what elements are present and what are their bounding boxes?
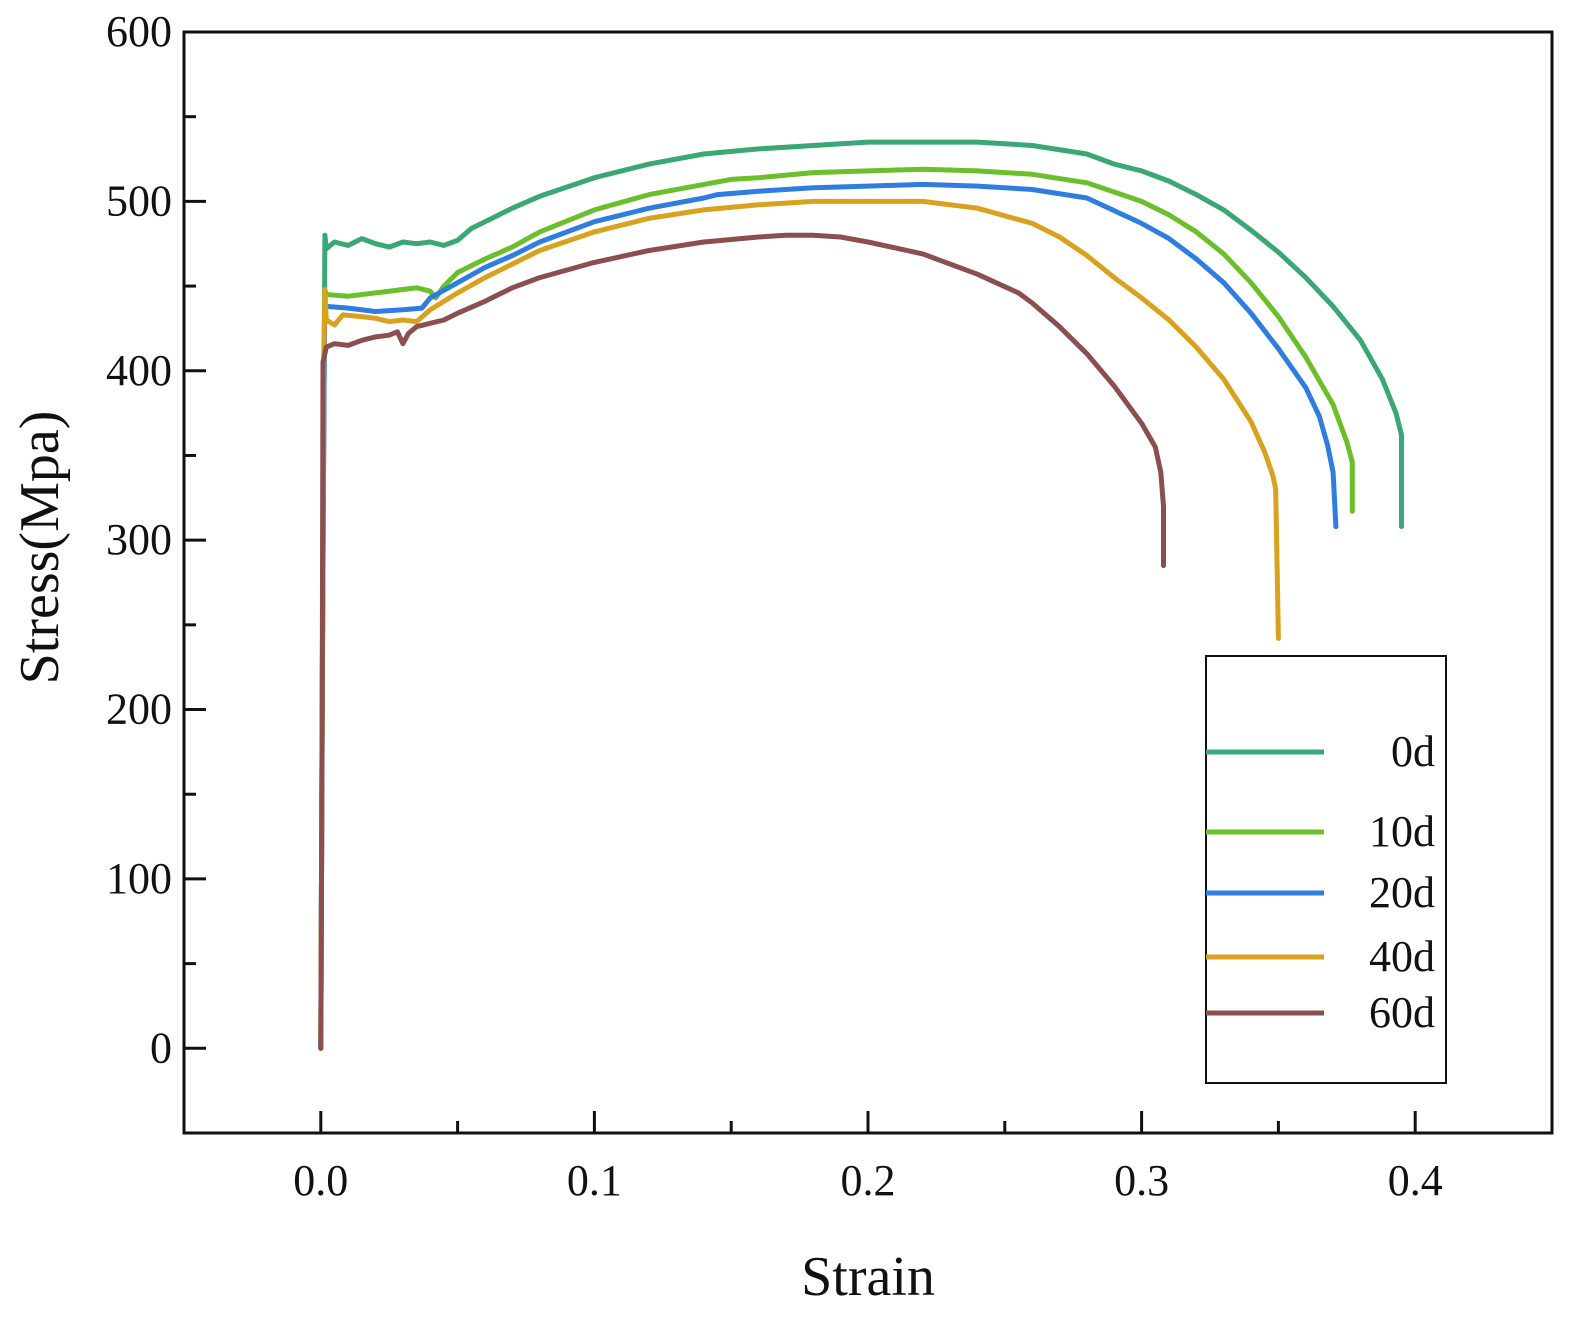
series-line-0d (318, 139, 1404, 1051)
series-line-10d (318, 166, 1355, 1051)
x-tick-label: 0.3 (1114, 1156, 1169, 1205)
x-tick-label: 0.4 (1388, 1156, 1443, 1205)
legend-label-0d: 0d (1391, 727, 1435, 776)
y-tick-labels: 0 100 200 300 400 500 600 (106, 7, 172, 1072)
y-axis-title: Stress(Mpa) (9, 411, 71, 685)
plot-frame (182, 30, 1554, 1135)
x-tick-labels: 0.0 0.1 0.2 0.3 0.4 (293, 1156, 1442, 1205)
series-lines (318, 139, 1404, 1051)
y-tick-label: 500 (106, 176, 172, 225)
series-line-20d (318, 181, 1339, 1051)
y-tick-label: 200 (106, 685, 172, 734)
y-tick-label: 0 (150, 1023, 172, 1072)
series-line-40d (318, 198, 1281, 1051)
y-tick-label: 400 (106, 346, 172, 395)
legend: 0d 10d 20d 40d 60d (1205, 655, 1447, 1084)
series-line-60d (318, 232, 1166, 1051)
legend-label-60d: 60d (1369, 988, 1435, 1037)
legend-label-40d: 40d (1369, 932, 1435, 981)
y-tick-label: 600 (106, 7, 172, 56)
x-tick-label: 0.1 (567, 1156, 622, 1205)
x-tick-label: 0.0 (293, 1156, 348, 1205)
y-tick-label: 300 (106, 515, 172, 564)
legend-label-10d: 10d (1369, 807, 1435, 856)
legend-label-20d: 20d (1369, 868, 1435, 917)
x-tick-label: 0.2 (841, 1156, 896, 1205)
x-axis-title: Strain (801, 1246, 935, 1308)
y-tick-label: 100 (106, 854, 172, 903)
